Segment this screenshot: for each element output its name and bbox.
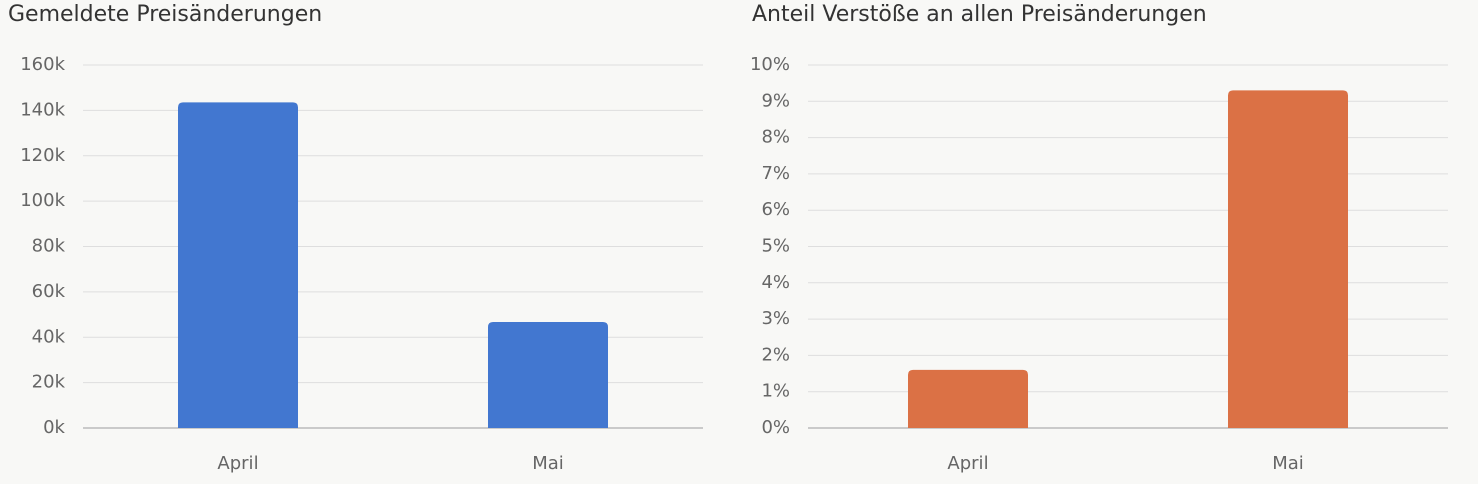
y-tick-label: 40k	[32, 326, 66, 347]
y-tick-label: 0%	[761, 417, 790, 438]
y-tick-label: 9%	[761, 90, 790, 111]
chart-title: Anteil Verstöße an allen Preisänderungen	[752, 2, 1207, 27]
x-tick-label: April	[947, 453, 988, 474]
y-tick-label: 2%	[761, 344, 790, 365]
bar	[178, 102, 298, 428]
y-tick-label: 1%	[761, 381, 790, 402]
x-tick-label: Mai	[1272, 453, 1304, 474]
y-tick-label: 7%	[761, 163, 790, 184]
y-tick-label: 160k	[20, 54, 65, 75]
y-tick-label: 10%	[750, 54, 790, 75]
x-tick-label: April	[217, 453, 258, 474]
y-tick-label: 20k	[32, 372, 66, 393]
bar	[1228, 90, 1348, 428]
x-tick-label: Mai	[532, 453, 564, 474]
y-tick-label: 6%	[761, 199, 790, 220]
y-tick-label: 4%	[761, 272, 790, 293]
y-tick-label: 60k	[32, 281, 66, 302]
y-tick-label: 100k	[20, 190, 65, 211]
y-tick-label: 0k	[43, 417, 65, 438]
y-tick-label: 5%	[761, 236, 790, 257]
y-tick-label: 140k	[20, 99, 65, 120]
y-tick-label: 3%	[761, 308, 790, 329]
chart-title: Gemeldete Preisänderungen	[8, 2, 322, 27]
y-tick-label: 8%	[761, 127, 790, 148]
bar	[488, 322, 608, 428]
y-tick-label: 80k	[32, 236, 66, 257]
bar	[908, 369, 1028, 428]
y-tick-label: 120k	[20, 145, 65, 166]
